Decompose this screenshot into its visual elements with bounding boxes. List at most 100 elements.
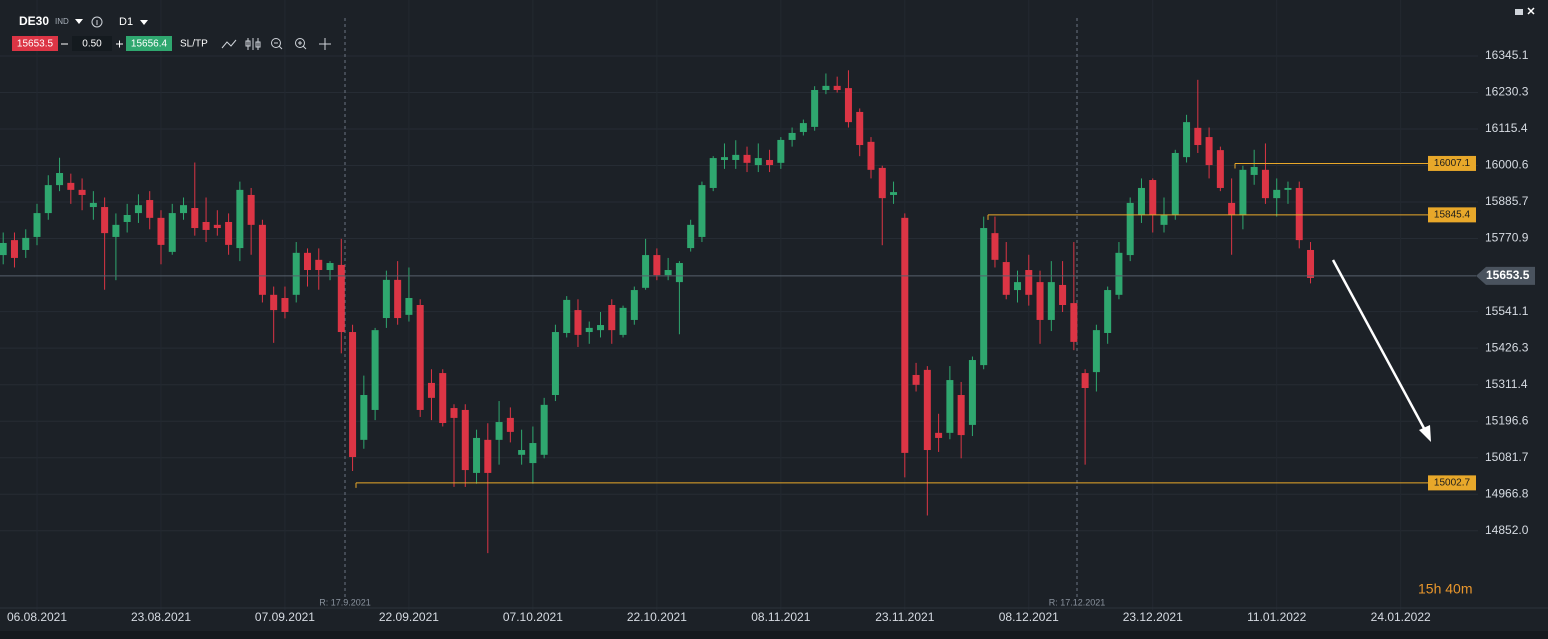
candle-body: [642, 255, 650, 288]
candle-body: [1137, 187, 1145, 215]
close-icon[interactable]: [1527, 7, 1535, 15]
y-tick-label: 15426.3: [1485, 340, 1529, 354]
toolbar: DE30 IND D1 15653.5 0.50 15656.4 SL/TP: [12, 7, 1535, 51]
x-tick-label: 22.09.2021: [379, 610, 439, 624]
candle-body: [597, 325, 605, 331]
candle-body: [957, 395, 965, 436]
candle-body: [1261, 169, 1269, 199]
candle-body: [247, 194, 255, 225]
sltp-button[interactable]: SL/TP: [180, 39, 208, 50]
zoom-out-icon[interactable]: [271, 38, 283, 50]
candle-body: [732, 154, 740, 160]
buy-button[interactable]: [126, 36, 172, 51]
plot: [0, 70, 1476, 554]
minimize-icon[interactable]: [1515, 9, 1523, 15]
candle-body: [867, 141, 875, 170]
candle-body: [923, 369, 931, 451]
x-tick-label: 07.09.2021: [255, 610, 315, 624]
candle-body: [1307, 249, 1315, 278]
x-tick-label: 23.11.2021: [875, 610, 934, 624]
candle-body: [1126, 202, 1134, 256]
candle-body: [619, 307, 627, 335]
candle-body: [687, 224, 695, 249]
candle-body: [1104, 290, 1112, 333]
candle-body: [1250, 166, 1258, 175]
sell-button[interactable]: [12, 36, 58, 51]
move-icon[interactable]: [319, 38, 331, 50]
candle-body: [473, 437, 481, 473]
candle-body: [766, 159, 774, 166]
trend-arrow: [1331, 259, 1431, 442]
candle-body: [991, 233, 999, 260]
candle-body: [123, 214, 131, 222]
candle-body: [67, 182, 75, 190]
candle-body: [1025, 270, 1033, 295]
candle-body: [1047, 282, 1055, 320]
candle-body: [1216, 150, 1224, 188]
marker-label: R: 17.9.2021: [319, 597, 371, 607]
y-tick-label: 14852.0: [1485, 523, 1529, 537]
candle-body: [529, 443, 537, 464]
candle-body: [856, 111, 864, 146]
info-icon[interactable]: [91, 16, 103, 28]
candle-body: [0, 242, 7, 256]
dropdown-icon[interactable]: [75, 19, 83, 24]
candle-body: [946, 380, 954, 433]
symbol[interactable]: DE30: [19, 14, 49, 28]
candle-body: [416, 305, 424, 410]
candle-body: [1205, 137, 1213, 166]
candle-body: [563, 299, 571, 333]
candle-body: [450, 408, 458, 418]
candle-body: [698, 185, 706, 237]
candle-body: [168, 213, 176, 252]
candle-body: [518, 450, 526, 455]
timeframe[interactable]: D1: [119, 16, 133, 28]
bottom-strip: [0, 631, 1548, 639]
level-tag: [1428, 155, 1476, 171]
candle-body: [134, 205, 142, 214]
candle-body: [1273, 189, 1281, 199]
y-tick-label: 15311.4: [1485, 377, 1528, 391]
candle-body: [754, 158, 762, 166]
zoom-in-icon[interactable]: [295, 38, 307, 50]
candle-body: [1036, 282, 1044, 320]
dropdown-icon[interactable]: [140, 20, 148, 25]
y-tick-label: 15081.7: [1485, 450, 1529, 464]
candle-body: [1194, 127, 1202, 146]
y-tick-label: 15885.7: [1485, 194, 1529, 208]
y-tick-label: 16230.3: [1485, 85, 1529, 99]
candle-body: [157, 217, 165, 245]
candle-body: [585, 327, 593, 333]
candle-body: [1149, 180, 1157, 215]
candle-body: [1160, 214, 1168, 225]
candle-body: [394, 279, 402, 319]
y-tick-label: 16000.6: [1485, 158, 1529, 172]
level-label: 15002.7: [1434, 478, 1471, 489]
candle-body: [371, 330, 379, 410]
candle-body: [1014, 282, 1021, 291]
candle-body: [225, 221, 233, 245]
line-chart-icon[interactable]: [221, 39, 237, 49]
candle-icon[interactable]: [245, 38, 261, 50]
grid: [0, 18, 1478, 598]
candle-body: [180, 205, 188, 214]
level-label: 16007.1: [1434, 158, 1471, 169]
x-tick-label: 11.01.2022: [1247, 610, 1306, 624]
candle-body: [191, 207, 199, 229]
candle-body: [811, 90, 819, 127]
candle-body: [1081, 373, 1089, 389]
candle-body: [78, 189, 86, 195]
candle-body: [1284, 187, 1292, 190]
candle-body: [1115, 252, 1123, 295]
candle-body: [540, 404, 548, 455]
candle-body: [833, 85, 841, 91]
y-tick-label: 16115.4: [1485, 121, 1528, 135]
candle-body: [146, 200, 154, 218]
candle-body: [968, 360, 976, 425]
candle-body: [292, 252, 300, 295]
candle-body: [382, 279, 390, 319]
candle-body: [439, 373, 447, 423]
candle-body: [630, 290, 638, 320]
candle-body: [1092, 330, 1100, 373]
candle-body: [980, 228, 988, 366]
